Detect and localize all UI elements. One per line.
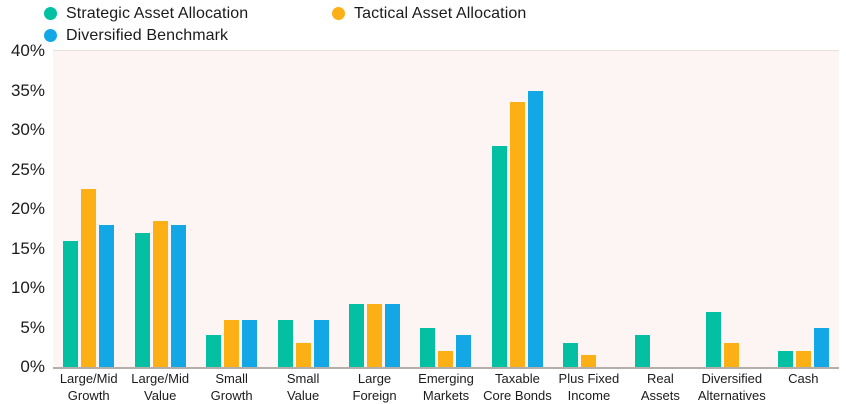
bar [491, 145, 507, 367]
legend-column-2: Tactical Asset Allocation [332, 3, 526, 24]
x-axis-label: Large/Mid Growth [59, 371, 118, 403]
y-axis-tick-label: 40% [10, 41, 45, 60]
bar [420, 327, 436, 367]
x-axis-label: Taxable Core Bonds [483, 371, 552, 403]
x-axis-label: Large/Mid Value [131, 371, 190, 403]
bar [152, 220, 168, 367]
x-axis-labels: Large/Mid Growth Large/Mid Value Small Gro… [53, 371, 839, 404]
x-axis-label: Large Foreign [352, 371, 397, 403]
legend: Strategic Asset Allocation Diversified B… [44, 3, 248, 46]
bar-group [124, 51, 195, 367]
legend-dot-strategic-icon [44, 7, 57, 20]
bar [527, 90, 543, 367]
bar [367, 303, 383, 367]
bar-group [196, 51, 267, 367]
bar [777, 351, 793, 367]
bar [724, 343, 740, 367]
y-axis-tick-label: 30% [10, 120, 45, 139]
bar [349, 303, 365, 367]
x-axis-label: Emerging Markets [418, 371, 474, 403]
x-axis-label: Diversified Alternatives [697, 371, 766, 403]
bar [170, 224, 186, 367]
bar-group [625, 51, 696, 367]
bar [795, 351, 811, 367]
y-axis-tick-label: 15% [10, 238, 45, 258]
bar [313, 319, 329, 367]
plot-area [53, 50, 839, 369]
bar [813, 327, 829, 367]
bar [581, 355, 597, 367]
bar [99, 224, 115, 367]
x-axis-label: Real Assets [640, 371, 680, 403]
legend-item-benchmark: Diversified Benchmark [44, 25, 248, 46]
bar-group [696, 51, 767, 367]
bar [242, 319, 258, 367]
legend-item-tactical: Tactical Asset Allocation [332, 3, 526, 24]
bar [277, 319, 293, 367]
bar-group [768, 51, 839, 367]
bar [206, 335, 222, 367]
bar [706, 311, 722, 367]
y-axis-tick-label: 20% [10, 199, 45, 218]
bar [456, 335, 472, 367]
bar [509, 102, 525, 367]
x-axis-label: Small Value [286, 371, 320, 403]
legend-dot-benchmark-icon [44, 29, 57, 42]
x-axis-label: Plus Fixed Income [558, 371, 620, 403]
bar-group [410, 51, 481, 367]
bar-group [53, 51, 124, 367]
bar [634, 335, 650, 367]
bar-group [553, 51, 624, 367]
bar [224, 319, 240, 367]
bar [81, 189, 97, 367]
bar-group [482, 51, 553, 367]
bar [63, 240, 79, 367]
bar [295, 343, 311, 367]
legend-dot-tactical-icon [332, 7, 345, 20]
y-axis-tick-label: 25% [10, 159, 45, 179]
y-axis-tick-label: 10% [10, 278, 45, 297]
legend-label-tactical: Tactical Asset Allocation [354, 4, 527, 22]
legend-item-strategic: Strategic Asset Allocation [44, 3, 248, 24]
x-axis-label: Cash [788, 371, 819, 386]
bar [438, 351, 454, 367]
y-axis-tick-label: 5% [20, 317, 45, 337]
y-axis-tick-label: 0% [20, 357, 45, 376]
x-axis-label: Small Growth [210, 371, 253, 403]
bar-group [267, 51, 338, 367]
bar [385, 303, 401, 367]
legend-label-benchmark: Diversified Benchmark [66, 26, 229, 44]
y-axis-tick-label: 35% [10, 80, 45, 100]
bar [563, 343, 579, 367]
bar [134, 232, 150, 367]
bar-group [339, 51, 410, 367]
legend-label-strategic: Strategic Asset Allocation [66, 4, 249, 22]
